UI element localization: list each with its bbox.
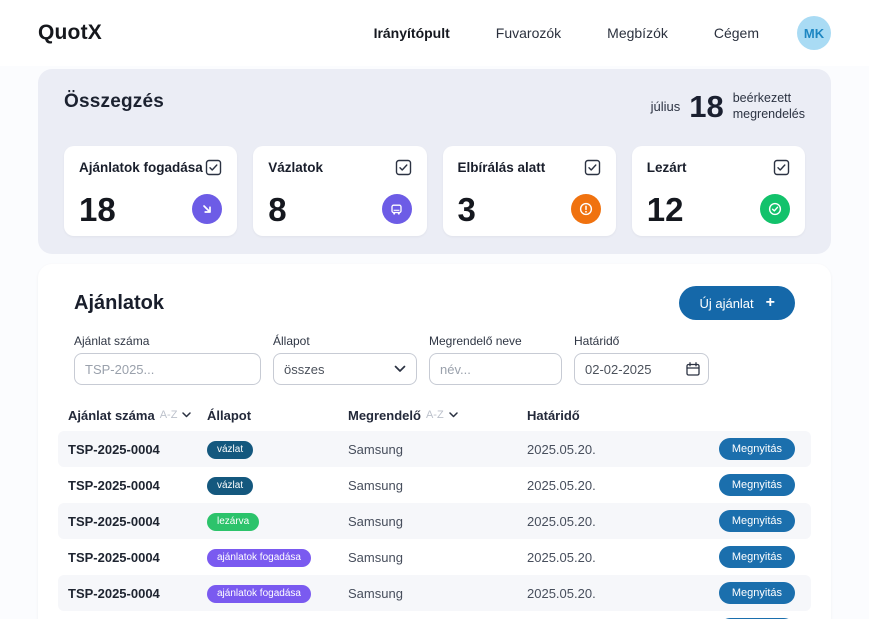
col-header-status: Állapot xyxy=(207,408,348,423)
open-button[interactable]: Megnyitás xyxy=(719,474,795,496)
checkbox-checked-icon[interactable] xyxy=(773,159,790,176)
table-row: TSP-2025-0004 elbírálás alatt Samsung 20… xyxy=(58,611,811,619)
filter-label-offer-number: Ajánlat száma xyxy=(74,334,261,348)
plus-icon: + xyxy=(766,295,775,311)
table-row: TSP-2025-0004 ajánlatok fogadása Samsung… xyxy=(58,539,811,575)
status-select[interactable]: összes xyxy=(273,353,417,385)
status-badge: ajánlatok fogadása xyxy=(207,585,311,603)
card-value: 12 xyxy=(647,195,684,225)
card-closed[interactable]: Lezárt 12 xyxy=(632,146,805,236)
checkbox-checked-icon[interactable] xyxy=(395,159,412,176)
incoming-month: július xyxy=(651,99,681,114)
card-value: 18 xyxy=(79,195,116,225)
customer-name: Samsung xyxy=(348,442,527,457)
col-header-deadline: Határidő xyxy=(527,408,795,423)
offer-code: TSP-2025-0004 xyxy=(68,514,207,529)
offer-code: TSP-2025-0004 xyxy=(68,442,207,457)
checkbox-checked-icon[interactable] xyxy=(584,159,601,176)
top-nav: QuotX Irányítópult Fuvarozók Megbízók Cé… xyxy=(0,0,869,66)
status-badge: vázlat xyxy=(207,477,253,495)
incoming-label: beérkezett megrendelés xyxy=(733,91,805,122)
card-value: 3 xyxy=(458,195,476,225)
customer-name: Samsung xyxy=(348,478,527,493)
deadline-date: 2025.05.20. xyxy=(527,442,719,457)
customer-name: Samsung xyxy=(348,550,527,565)
incoming-orders: július 18 beérkezett megrendelés xyxy=(651,91,805,122)
summary-panel: Összegzés július 18 beérkezett megrendel… xyxy=(38,69,831,254)
offers-table: Ajánlat száma A-Z Állapot Megrendelő A-Z… xyxy=(58,399,811,619)
card-under-review[interactable]: Elbírálás alatt 3 xyxy=(443,146,616,236)
status-badge: ajánlatok fogadása xyxy=(207,549,311,567)
filter-label-status: Állapot xyxy=(273,334,417,348)
checkbox-checked-icon[interactable] xyxy=(205,159,222,176)
deadline-date: 2025.05.20. xyxy=(527,586,719,601)
card-offers-received[interactable]: Ajánlatok fogadása 18 xyxy=(64,146,237,236)
col-header-offer-number[interactable]: Ajánlat száma A-Z xyxy=(68,408,207,423)
table-row: TSP-2025-0004 lezárva Samsung 2025.05.20… xyxy=(58,503,811,539)
status-badge: lezárva xyxy=(207,513,259,531)
avatar[interactable]: MK xyxy=(797,16,831,50)
deadline-date: 2025.05.20. xyxy=(527,478,719,493)
app-logo: QuotX xyxy=(38,21,102,45)
card-title: Elbírálás alatt xyxy=(458,160,546,175)
alert-icon xyxy=(571,194,601,224)
incoming-count: 18 xyxy=(689,91,723,122)
card-title: Vázlatok xyxy=(268,160,323,175)
col-header-customer[interactable]: Megrendelő A-Z xyxy=(348,408,527,423)
truck-icon xyxy=(382,194,412,224)
summary-cards: Ajánlatok fogadása 18 Vázlatok 8 xyxy=(64,146,805,236)
offers-panel: Ajánlatok Új ajánlat + Ajánlat száma Áll… xyxy=(38,264,831,619)
nav-item-company[interactable]: Cégem xyxy=(714,25,759,41)
open-button[interactable]: Megnyitás xyxy=(719,438,795,460)
status-badge: vázlat xyxy=(207,441,253,459)
check-circle-icon xyxy=(760,194,790,224)
chevron-down-icon xyxy=(394,365,406,373)
table-row: TSP-2025-0004 vázlat Samsung 2025.05.20.… xyxy=(58,431,811,467)
open-button[interactable]: Megnyitás xyxy=(719,510,795,532)
nav-item-carriers[interactable]: Fuvarozók xyxy=(496,25,561,41)
filter-label-deadline: Határidő xyxy=(574,334,709,348)
nav-links: Irányítópult Fuvarozók Megbízók Cégem xyxy=(374,25,759,41)
customer-name: Samsung xyxy=(348,514,527,529)
table-header-row: Ajánlat száma A-Z Állapot Megrendelő A-Z… xyxy=(58,399,811,431)
customer-name-input[interactable] xyxy=(429,353,562,385)
deadline-date: 2025.05.20. xyxy=(527,514,719,529)
table-row: TSP-2025-0004 vázlat Samsung 2025.05.20.… xyxy=(58,467,811,503)
offers-title: Ajánlatok xyxy=(74,292,164,315)
offer-number-input[interactable] xyxy=(74,353,261,385)
card-title: Lezárt xyxy=(647,160,687,175)
card-drafts[interactable]: Vázlatok 8 xyxy=(253,146,426,236)
summary-title: Összegzés xyxy=(64,91,164,113)
open-button[interactable]: Megnyitás xyxy=(719,546,795,568)
arrow-down-right-icon xyxy=(192,194,222,224)
offer-code: TSP-2025-0004 xyxy=(68,586,207,601)
nav-item-clients[interactable]: Megbízók xyxy=(607,25,668,41)
filter-label-customer: Megrendelő neve xyxy=(429,334,562,348)
offer-code: TSP-2025-0004 xyxy=(68,550,207,565)
nav-item-dashboard[interactable]: Irányítópult xyxy=(374,25,450,41)
card-title: Ajánlatok fogadása xyxy=(79,160,203,175)
table-row: TSP-2025-0004 ajánlatok fogadása Samsung… xyxy=(58,575,811,611)
deadline-date: 2025.05.20. xyxy=(527,550,719,565)
new-offer-button[interactable]: Új ajánlat + xyxy=(679,286,795,320)
calendar-icon[interactable] xyxy=(685,361,701,377)
offer-code: TSP-2025-0004 xyxy=(68,478,207,493)
customer-name: Samsung xyxy=(348,586,527,601)
filters-bar: Ajánlat száma Állapot összes Megrendelő … xyxy=(74,334,811,385)
card-value: 8 xyxy=(268,195,286,225)
open-button[interactable]: Megnyitás xyxy=(719,582,795,604)
